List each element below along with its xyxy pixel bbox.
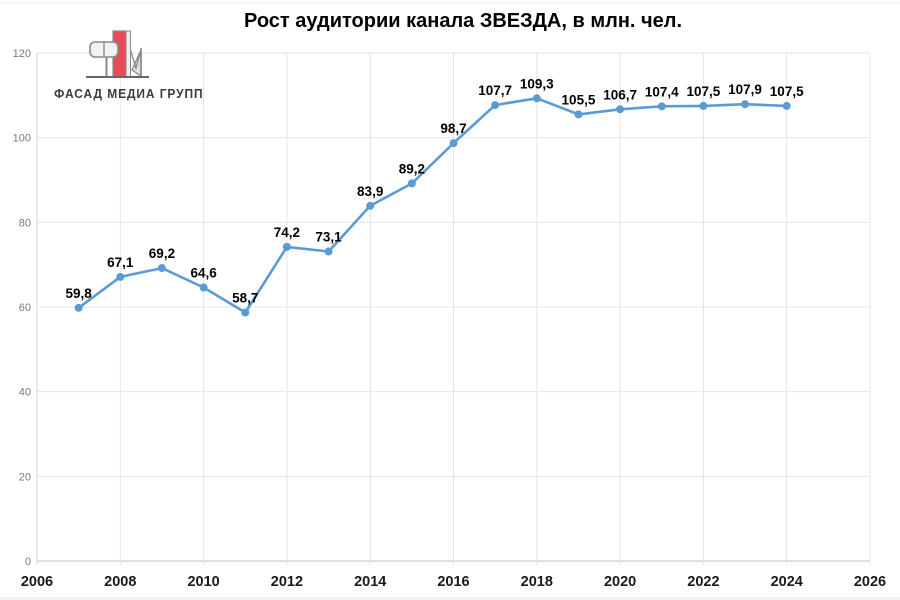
data-point-marker (74, 303, 83, 312)
audience-series-line (77, 97, 789, 314)
y-tick-label: 80 (19, 217, 31, 229)
fasad-media-group-logo-icon (86, 30, 149, 78)
logo: ФАСАД МЕДИА ГРУПП (40, 24, 210, 108)
slide-bottom-edge (0, 597, 900, 600)
data-point-marker (449, 139, 458, 148)
data-point-label: 109,3 (520, 76, 554, 91)
data-point-label: 83,9 (357, 184, 383, 199)
x-tick-label: 2020 (604, 574, 636, 590)
data-point-marker (657, 102, 666, 111)
x-tick-label: 2022 (687, 574, 719, 590)
x-tick-label: 2018 (521, 574, 553, 590)
data-point-marker (616, 105, 625, 114)
data-point-label: 107,4 (645, 84, 679, 99)
slide-top-edge (0, 2, 900, 4)
data-point-label: 59,8 (66, 286, 93, 301)
data-point-marker (532, 94, 541, 103)
data-point-label: 89,2 (399, 161, 425, 176)
y-tick-label: 60 (19, 302, 31, 314)
chart-title: Рост аудитории канала ЗВЕЗДА, в млн. чел… (243, 10, 683, 32)
y-tick-label: 0 (25, 556, 31, 568)
data-point-marker (407, 179, 416, 188)
data-point-marker (116, 272, 125, 281)
data-point-marker (574, 110, 583, 119)
data-point-label: 58,7 (232, 291, 258, 306)
data-point-label: 107,5 (770, 84, 804, 99)
data-point-marker (366, 201, 375, 210)
data-point-marker (699, 101, 708, 110)
y-tick-label: 40 (19, 387, 31, 399)
x-tick-label: 2012 (271, 574, 303, 590)
data-point-label: 107,5 (687, 84, 721, 99)
data-point-label: 67,1 (107, 255, 134, 270)
y-tick-label: 120 (13, 48, 31, 60)
data-point-marker (241, 308, 250, 317)
data-point-marker (324, 247, 333, 256)
data-point-marker (782, 101, 791, 110)
x-tick-label: 2006 (21, 574, 53, 590)
logo-text: ФАСАД МЕДИА ГРУПП (54, 86, 204, 101)
x-tick-label: 2024 (771, 574, 803, 590)
data-point-label: 107,7 (478, 83, 512, 98)
y-tick-label: 100 (13, 133, 31, 145)
y-tick-label: 20 (19, 471, 31, 483)
data-point-marker (282, 242, 291, 251)
data-point-label: 74,2 (274, 225, 300, 240)
data-point-label: 105,5 (562, 92, 596, 107)
x-tick-label: 2016 (437, 574, 469, 590)
data-point-marker (199, 283, 208, 292)
x-tick-label: 2014 (354, 574, 386, 590)
data-point-label: 73,1 (315, 230, 342, 245)
data-point-label: 69,2 (149, 246, 175, 261)
x-tick-label: 2008 (104, 574, 136, 590)
data-point-label: 107,9 (728, 82, 762, 97)
x-tick-label: 2026 (854, 574, 886, 590)
data-point-label: 106,7 (603, 87, 637, 102)
x-tick-label: 2010 (187, 574, 219, 590)
data-point-marker (741, 100, 750, 109)
data-point-label: 98,7 (440, 121, 466, 136)
data-point-marker (157, 264, 166, 273)
data-point-marker (491, 101, 500, 110)
data-point-label: 64,6 (190, 266, 217, 281)
